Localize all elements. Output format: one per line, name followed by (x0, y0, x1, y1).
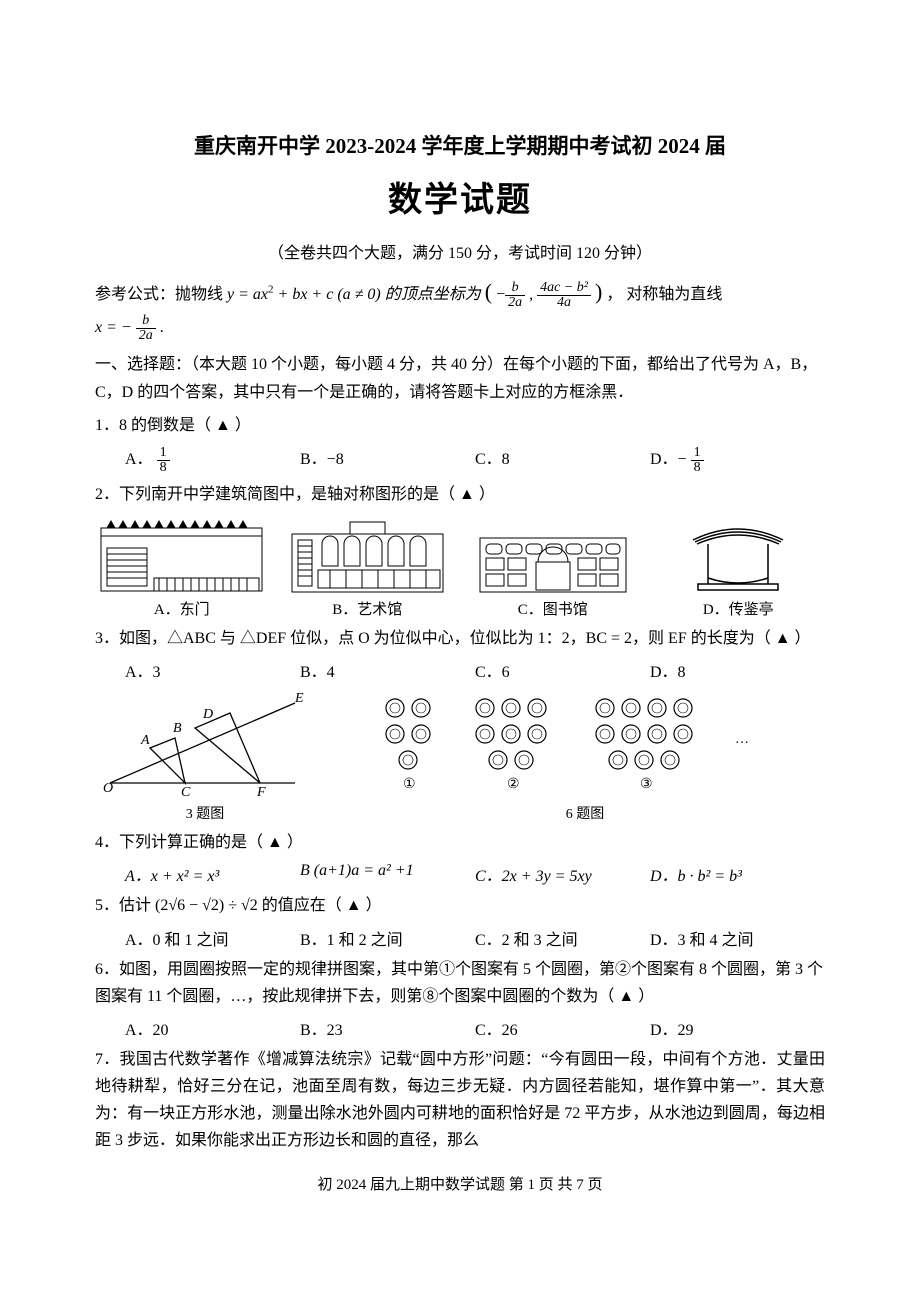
q5-opt-d: D．3 和 4 之间 (650, 926, 825, 950)
subject-title: 数学试题 (95, 172, 825, 221)
q3-opt-d: D．8 (650, 658, 825, 682)
q1-opt-d: D．− 18 (650, 445, 825, 475)
q3-fig-label: 3 题图 (95, 803, 315, 823)
art-museum-icon (290, 516, 445, 594)
q4-stem: 4．下列计算正确的是（ ▲ ） (95, 829, 825, 856)
q2b-label: B．艺术馆 (281, 598, 455, 619)
pt-e: E (294, 691, 304, 706)
pt-c: C (181, 785, 191, 798)
vertex-x-frac: b2a (505, 281, 525, 310)
pt-a: A (140, 733, 150, 748)
formula-eq-b: + bx + c (a ≠ 0) 的顶点坐标为 (278, 286, 485, 303)
q2-fig-b: B．艺术馆 (281, 516, 455, 619)
q6-n1: ① (403, 777, 416, 792)
q1-opt-a: A． 18 (125, 445, 300, 475)
q1-opt-c: C．8 (475, 445, 650, 475)
q4-opt-c: C．2x + 3y = 5xy (475, 862, 650, 886)
q6-n3: ③ (640, 777, 653, 792)
east-gate-icon (99, 516, 264, 594)
paren-open: ( (485, 279, 492, 304)
school-line: 重庆南开中学 2023-2024 学年度上学期期中考试初 2024 届 (95, 130, 825, 160)
q3-figure: O A B C D E F 3 题图 (95, 688, 315, 823)
q2-figures: A．东门 B．艺术馆 (95, 516, 825, 619)
q6-opt-b: B．23 (300, 1016, 475, 1040)
paren-close: ) (595, 279, 602, 304)
q6-opt-a: A．20 (125, 1016, 300, 1040)
pt-f: F (256, 785, 266, 798)
section-1-head: 一、选择题：（本大题 10 个小题，每小题 4 分，共 40 分）在每个小题的下… (95, 351, 825, 405)
axis-end: . (160, 320, 164, 337)
ax-num: b (136, 314, 156, 329)
ax-den: 2a (136, 329, 156, 343)
q3-stem: 3．如图，△ABC 与 △DEF 位似，点 O 为位似中心，位似比为 1：2，B… (95, 625, 825, 652)
similar-triangles-icon: O A B C D E F (95, 688, 315, 798)
q6-fig-label: 6 题图 (345, 803, 825, 823)
vy-den: 4a (537, 296, 591, 310)
q2a-label: A．东门 (95, 598, 269, 619)
q3-options: A．3 B．4 C．6 D．8 (125, 658, 825, 682)
q1-stem: 1．8 的倒数是（ ▲ ） (95, 412, 825, 439)
circle-pattern-icon: ① ② ③ … (375, 698, 795, 798)
q4-options: A．x + x² = x³ B (a+1)a = a² +1 C．2x + 3y… (125, 862, 825, 886)
q4-opt-a: A．x + x² = x³ (125, 862, 300, 886)
vertex-y-frac: 4ac − b²4a (537, 281, 591, 310)
q6-stem: 6．如图，用圆圈按照一定的规律拼图案，其中第①个图案有 5 个圆圈，第②个图案有… (95, 956, 825, 1010)
formula-line-1: 参考公式：抛物线 y = ax2 + bx + c (a ≠ 0) 的顶点坐标为… (95, 273, 825, 310)
q1a-pre: A． (125, 451, 153, 468)
q4-opt-b: B (a+1)a = a² +1 (300, 862, 475, 886)
q2d-label: D．传鉴亭 (652, 598, 826, 619)
q5-stem: 5．估计 (2√6 − √2) ÷ √2 的值应在（ ▲ ） (95, 892, 825, 919)
formula-eq: y = ax (227, 286, 268, 303)
q2-fig-d: D．传鉴亭 (652, 516, 826, 619)
axis-eq: x = − (95, 320, 132, 337)
q6-opt-c: C．26 (475, 1016, 650, 1040)
q3-opt-c: C．6 (475, 658, 650, 682)
library-icon (478, 516, 628, 594)
q2c-label: C．图书馆 (466, 598, 640, 619)
axis-frac: b2a (136, 314, 156, 343)
q7-stem: 7．我国古代数学著作《增减算法统宗》记载“圆中方形”问题：“今有圆田一段，中间有… (95, 1046, 825, 1155)
q3-q6-figures: O A B C D E F 3 题图 (95, 688, 825, 823)
q3-opt-a: A．3 (125, 658, 300, 682)
q1a-frac: 18 (157, 446, 170, 475)
q2-fig-c: C．图书馆 (466, 516, 640, 619)
q1d-n: 1 (691, 446, 704, 461)
vx-den: 2a (505, 296, 525, 310)
q6-dots: … (735, 732, 749, 747)
q5-options: A．0 和 1 之间 B．1 和 2 之间 C．2 和 3 之间 D．3 和 4… (125, 926, 825, 950)
q6-n2: ② (507, 777, 520, 792)
pt-o: O (103, 781, 113, 796)
exam-meta: （全卷共四个大题，满分 150 分，考试时间 120 分钟） (95, 239, 825, 263)
q5-opt-a: A．0 和 1 之间 (125, 926, 300, 950)
q5-opt-b: B．1 和 2 之间 (300, 926, 475, 950)
q1d-frac: 18 (691, 446, 704, 475)
exam-page: 重庆南开中学 2023-2024 学年度上学期期中考试初 2024 届 数学试题… (0, 0, 920, 1234)
pt-d: D (202, 707, 213, 722)
q1-options: A． 18 B．−8 C．8 D．− 18 (125, 445, 825, 475)
formula-line-2: x = − b2a . (95, 314, 825, 343)
q6-options: A．20 B．23 C．26 D．29 (125, 1016, 825, 1040)
q1d-pre: D．− (650, 451, 687, 468)
q1-opt-b: B．−8 (300, 445, 475, 475)
q2-fig-a: A．东门 (95, 516, 269, 619)
q5-opt-c: C．2 和 3 之间 (475, 926, 650, 950)
q6-figure: ① ② ③ … 6 题图 (345, 698, 825, 823)
q1a-d: 8 (157, 461, 170, 475)
formula-suffix: ， 对称轴为直线 (606, 286, 722, 303)
vy-num: 4ac − b² (537, 281, 591, 296)
page-footer: 初 2024 届九上期中数学试题 第 1 页 共 7 页 (95, 1173, 825, 1194)
q1d-d: 8 (691, 461, 704, 475)
q2-stem: 2．下列南开中学建筑简图中，是轴对称图形的是（ ▲ ） (95, 481, 825, 508)
q1a-n: 1 (157, 446, 170, 461)
formula-prefix: 参考公式：抛物线 (95, 286, 227, 303)
pavilion-icon (683, 516, 793, 594)
vx-num: b (505, 281, 525, 296)
q4-opt-d: D．b · b² = b³ (650, 862, 825, 886)
q3-opt-b: B．4 (300, 658, 475, 682)
vertex-comma: , (529, 286, 537, 303)
pt-b: B (173, 721, 182, 736)
q6-opt-d: D．29 (650, 1016, 825, 1040)
